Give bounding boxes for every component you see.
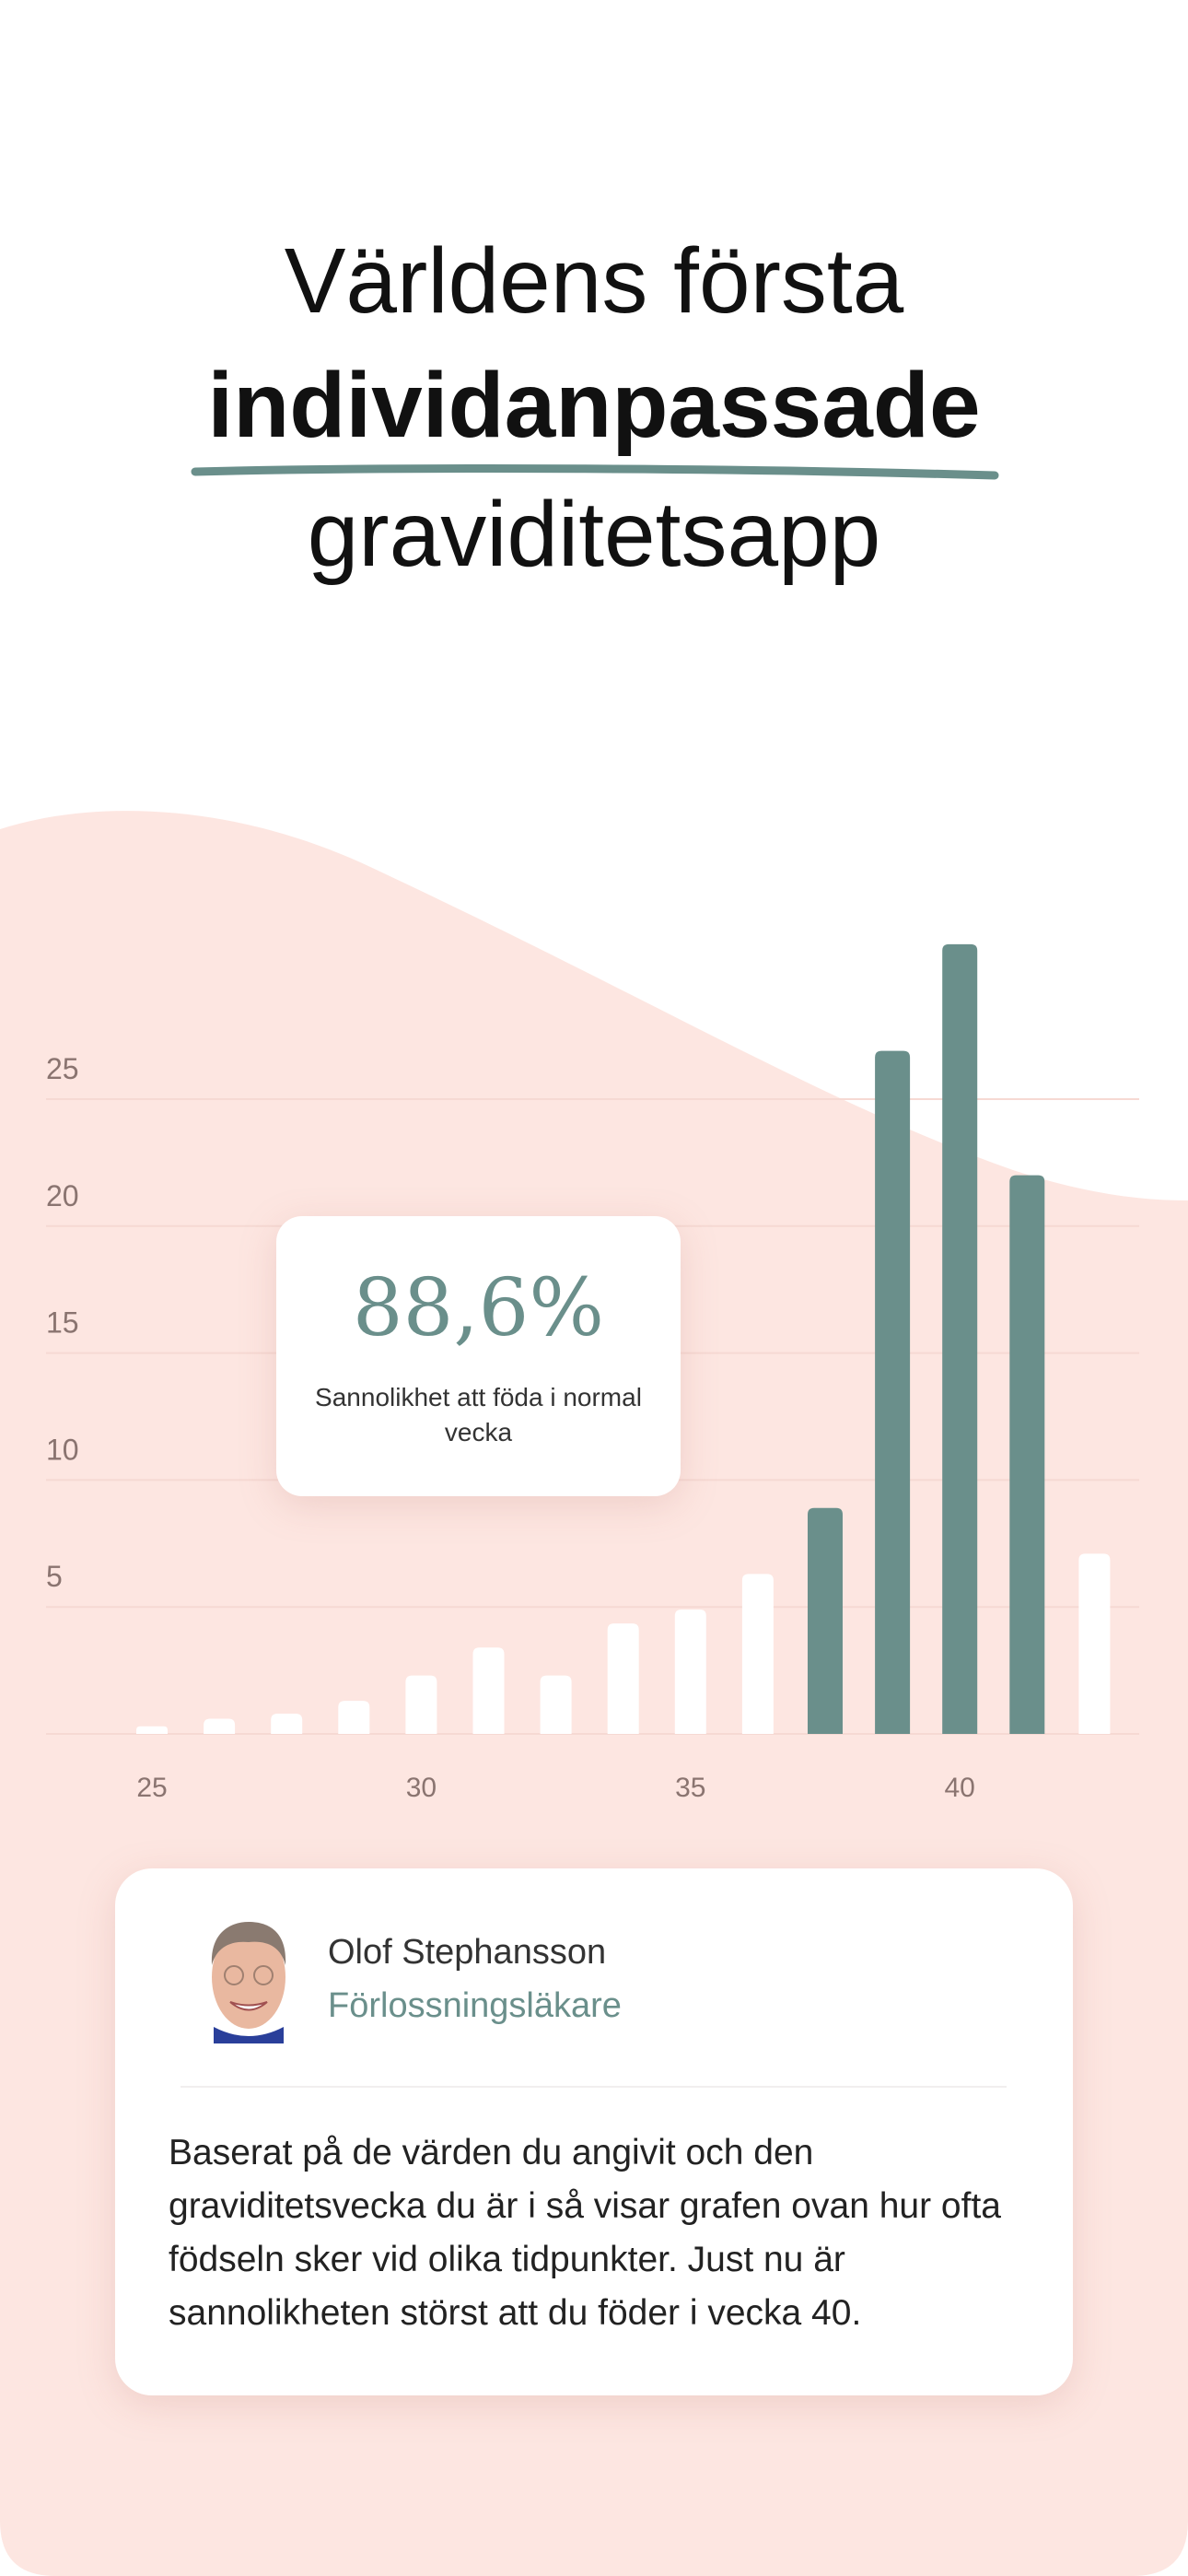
bar <box>204 1718 236 1734</box>
probability-value: 88,6% <box>352 1262 605 1354</box>
x-axis-labels: 25 30 35 40 <box>136 1773 975 1803</box>
chart-bars <box>136 943 1111 1734</box>
y-axis-labels: 5 10 15 20 25 <box>46 1052 79 1593</box>
bar <box>271 1713 303 1734</box>
probability-label: Sannolikhet att föda i normal vecka <box>315 1383 642 1446</box>
x-tick-label: 35 <box>675 1773 705 1803</box>
headline-line-2: individanpassade <box>207 354 981 457</box>
probability-card: 88,6% Sannolikhet att föda i normal veck… <box>276 1216 681 1496</box>
bar <box>540 1675 572 1734</box>
x-tick-label: 40 <box>945 1773 975 1803</box>
doctor-card: Olof Stephansson Förlossningsläkare Base… <box>115 1868 1073 2395</box>
bar <box>674 1609 706 1734</box>
bar <box>338 1701 370 1734</box>
bar <box>136 1726 168 1734</box>
doctor-description: Baserat på de värden du angivit och den … <box>169 2133 1001 2333</box>
doctor-avatar <box>211 1922 286 2043</box>
doctor-role: Förlossningsläkare <box>328 1986 622 2025</box>
divider <box>181 2086 1007 2088</box>
bar <box>808 1507 843 1734</box>
x-tick-label: 30 <box>406 1773 437 1803</box>
bar <box>1009 1175 1045 1734</box>
doctor-name: Olof Stephansson <box>328 1933 607 1972</box>
bar <box>405 1675 437 1734</box>
bar <box>741 1574 774 1734</box>
y-tick-label: 5 <box>46 1560 63 1593</box>
x-tick-label: 25 <box>136 1773 167 1803</box>
bar <box>942 943 978 1734</box>
y-tick-label: 20 <box>46 1179 79 1212</box>
bar <box>1078 1553 1111 1734</box>
bar <box>875 1050 911 1734</box>
y-tick-label: 25 <box>46 1052 79 1085</box>
headline-line-1: Världens första <box>284 229 904 333</box>
y-tick-label: 15 <box>46 1306 79 1340</box>
headline-underline <box>191 464 999 480</box>
headline-line-3: graviditetsapp <box>307 483 881 586</box>
bar <box>607 1623 639 1734</box>
y-tick-label: 10 <box>46 1433 79 1466</box>
bar <box>472 1647 505 1734</box>
